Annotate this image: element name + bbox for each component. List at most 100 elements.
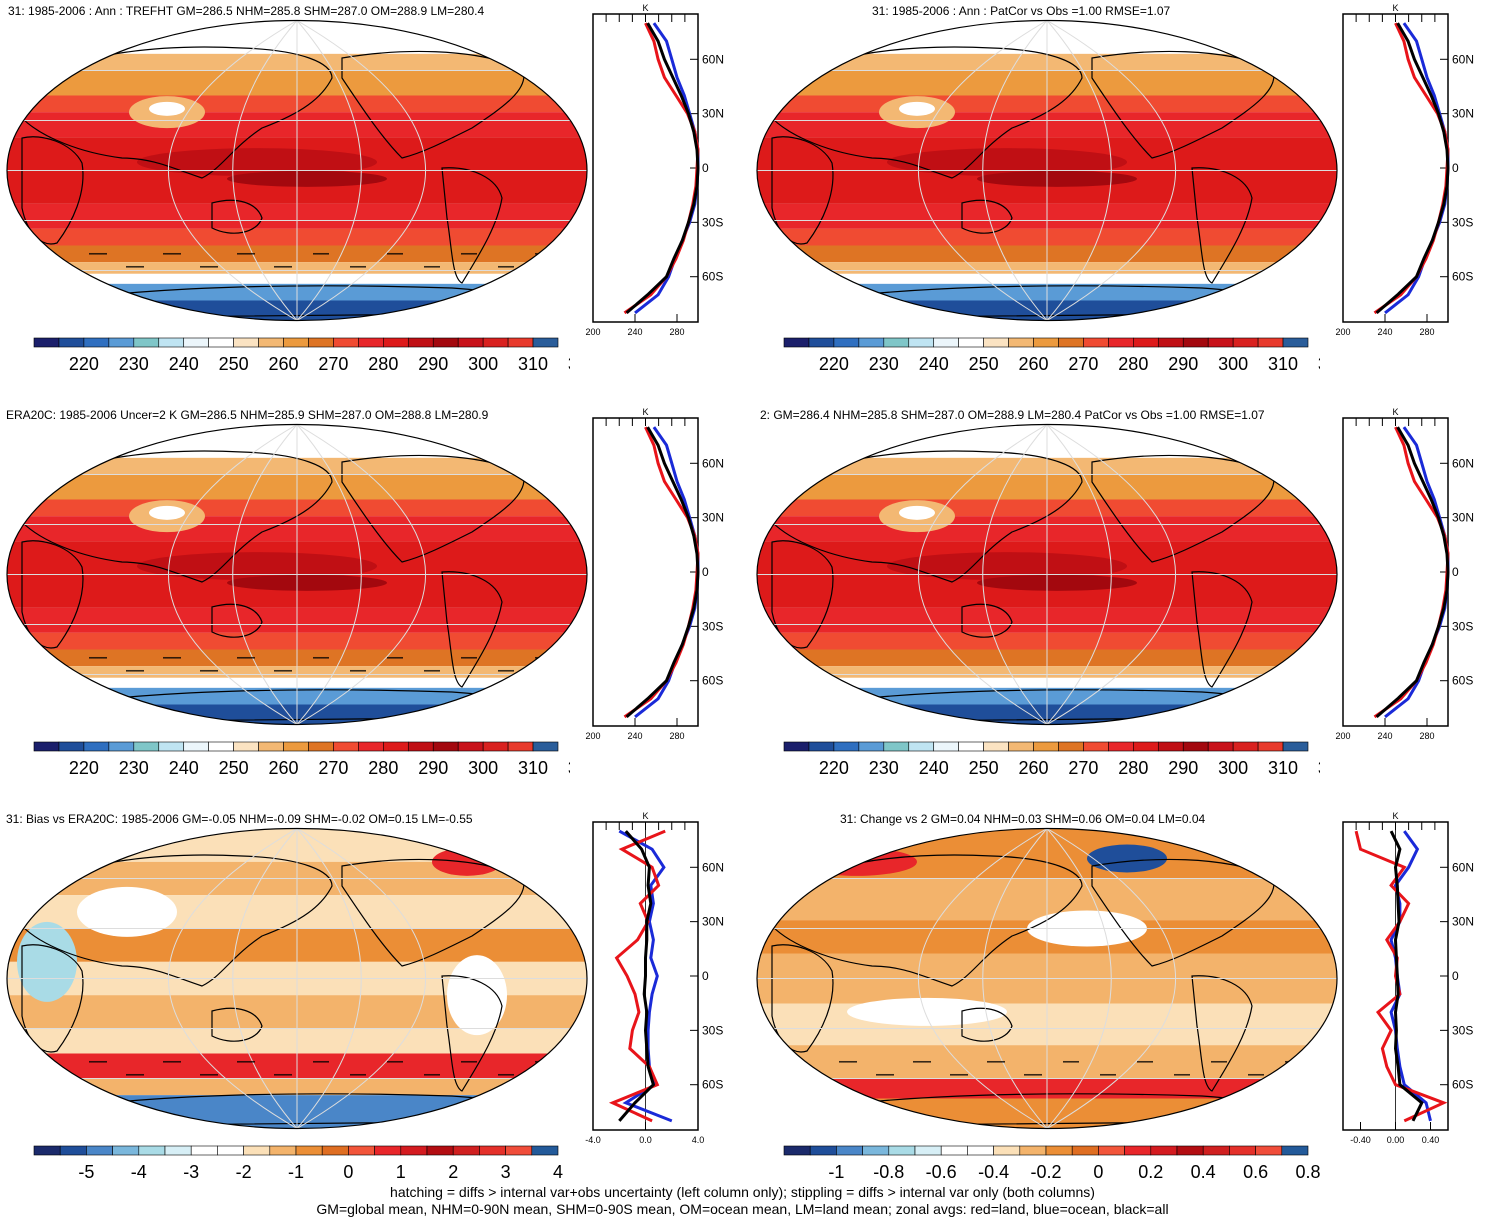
coastline <box>211 603 263 638</box>
zonal-x-tick-label: 200 <box>585 327 600 337</box>
colorbar-box <box>1157 337 1184 348</box>
stipple-dot <box>167 1060 169 1063</box>
stipple-dot <box>426 265 428 268</box>
zonal-land-line <box>608 829 666 1123</box>
meridian-gridline <box>982 828 1048 1129</box>
colorbar-box <box>908 337 935 348</box>
zonal-land-line <box>1373 22 1450 315</box>
stipple-dot <box>214 1073 216 1076</box>
stipple-dot <box>438 669 440 672</box>
stipple-dot <box>547 1060 549 1063</box>
stipple-dot <box>66 1073 68 1076</box>
colorbar-label: -2 <box>236 1162 252 1182</box>
colorbar-box <box>983 337 1009 348</box>
map-panel-3 <box>6 423 588 726</box>
stipple-dot <box>1003 1060 1005 1063</box>
stipple-dot <box>919 1060 921 1063</box>
colorbar-label: -1 <box>828 1162 844 1182</box>
stipple-dot <box>927 1060 929 1063</box>
zonal-all-line <box>625 22 700 315</box>
colorbar-box <box>407 741 434 752</box>
stipple-dot <box>278 1073 280 1076</box>
stipple-dot <box>360 1073 362 1076</box>
footer-line-2: GM=global mean, NHM=0-90N mean, SHM=0-90… <box>316 1201 1169 1217</box>
zonal-x-tick-label: 200 <box>1335 731 1350 741</box>
stipple-dot <box>806 1073 808 1076</box>
colorbar-label: 300 <box>1218 354 1248 374</box>
stipple-dot <box>475 656 477 659</box>
zonal-lat-label: 30N <box>1452 915 1474 929</box>
zonal-x-tick-label: 280 <box>1419 327 1434 337</box>
colorbar-box <box>59 1145 87 1156</box>
colorbar-box <box>400 1145 428 1156</box>
colorbar-box <box>1045 1145 1073 1156</box>
stipple-dot <box>504 1073 506 1076</box>
stipple-dot <box>280 1073 282 1076</box>
meridian-gridline <box>1046 20 1112 321</box>
stipple-dot <box>890 1073 892 1076</box>
stipple-dot <box>319 252 321 255</box>
colorbar-label: 290 <box>418 354 448 374</box>
stipple-dot <box>1030 1073 1032 1076</box>
stipple-dot <box>95 656 97 659</box>
stipple-dot <box>321 252 323 255</box>
stipple-dot <box>97 656 99 659</box>
stipple-dot <box>66 669 68 672</box>
stipple-dot <box>543 1060 545 1063</box>
stipple-dot <box>177 656 179 659</box>
stipple-dot <box>1141 1060 1143 1063</box>
stipple-dot <box>543 252 545 255</box>
colorbar-box <box>507 741 534 752</box>
stipple-dot <box>500 265 502 268</box>
stipple-dot <box>325 252 327 255</box>
stipple-dot <box>818 1073 820 1076</box>
stipple-dot <box>103 1060 105 1063</box>
stipple-dot <box>995 1060 997 1063</box>
stipple-dot <box>467 1060 469 1063</box>
colorbar-box <box>783 741 810 752</box>
colorbar-label: -4 <box>131 1162 147 1182</box>
stipple-dot <box>1225 1060 1227 1063</box>
colorbar-label: 260 <box>1019 758 1049 778</box>
colorbar-label: 270 <box>318 354 348 374</box>
colorbar-label: 270 <box>1068 758 1098 778</box>
stipple-dot <box>216 1073 218 1076</box>
stipple-dot <box>64 265 66 268</box>
zonal-frame <box>592 417 699 727</box>
colorbar-label: 310 <box>1268 758 1298 778</box>
stipple-dot <box>200 669 202 672</box>
stipple-dot <box>126 669 128 672</box>
zonal-lat-label: 0 <box>1452 161 1459 175</box>
zonal-x-tick-label: 200 <box>1335 327 1350 337</box>
stipple-dot <box>1297 1060 1299 1063</box>
stipple-dot <box>206 1073 208 1076</box>
stipple-dot <box>138 669 140 672</box>
tibet-core <box>899 505 935 520</box>
stipple-dot <box>508 265 510 268</box>
change-patch <box>1087 844 1167 873</box>
stipple-dot <box>461 1060 463 1063</box>
stipple-dot <box>360 265 362 268</box>
stipple-dot <box>173 656 175 659</box>
colorbar-box <box>482 741 509 752</box>
stipple-dot <box>1147 1060 1149 1063</box>
colorbar-box <box>479 1145 506 1156</box>
zonal-lat-label: 0 <box>702 565 709 579</box>
stipple-dot <box>317 656 319 659</box>
stipple-dot <box>95 1060 97 1063</box>
zonal-x-tick-label: 280 <box>669 327 684 337</box>
stipple-dot <box>839 1060 841 1063</box>
map-border <box>6 827 588 1130</box>
colorbar-box <box>138 1145 166 1156</box>
panel-5-title: 31: Bias vs ERA20C: 1985-2006 GM=-0.05 N… <box>6 812 473 826</box>
zonal-all-line <box>1375 22 1450 315</box>
colorbar-box <box>1257 337 1284 348</box>
stipple-dot <box>179 252 181 255</box>
colorbar-box <box>532 337 559 348</box>
stipple-dot <box>888 1073 890 1076</box>
map-border <box>756 827 1338 1130</box>
zonal-lat-label: 60N <box>1452 456 1474 470</box>
coastline <box>1191 975 1253 1092</box>
stipple-dot <box>504 669 506 672</box>
stipple-dot <box>319 1060 321 1063</box>
